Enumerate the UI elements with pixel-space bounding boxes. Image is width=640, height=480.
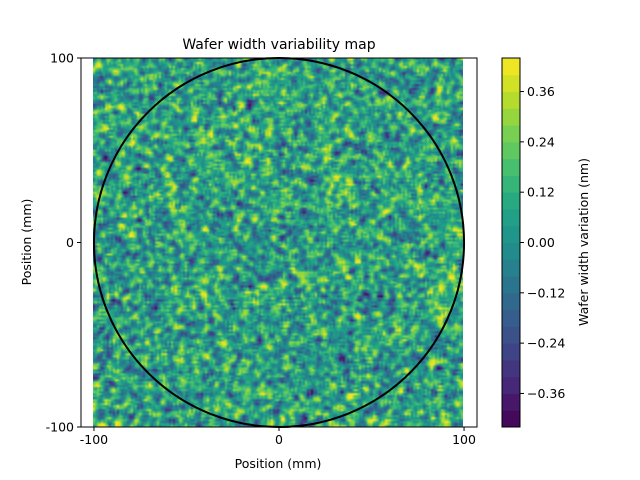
colorbar-tick-label: 0.36 — [527, 84, 555, 99]
colorbar-level — [502, 208, 520, 227]
colorbar-tick-label: 0.12 — [527, 185, 555, 200]
colorbar-level — [502, 393, 520, 411]
colorbar-level — [502, 343, 520, 361]
colorbar-level — [502, 309, 520, 327]
colorbar-tick-label: −0.24 — [527, 336, 565, 351]
colorbar-level — [502, 292, 520, 311]
colorbar-level — [502, 91, 520, 109]
colorbar-tick-label: −0.12 — [527, 285, 565, 300]
y-tick-label: 100 — [50, 51, 74, 66]
colorbar-level — [502, 125, 520, 143]
colorbar-tick-label: 0.24 — [527, 134, 555, 149]
colorbar-level — [502, 326, 520, 344]
colorbar-level — [502, 259, 520, 277]
wafer-outline-circle — [92, 57, 466, 428]
colorbar-label: Wafer width variation (nm) — [576, 158, 591, 326]
colorbar-level — [502, 242, 520, 260]
colorbar-level — [502, 108, 520, 126]
colorbar-level — [502, 225, 520, 243]
y-tick-label: 0 — [66, 235, 74, 250]
colorbar-level — [502, 192, 520, 210]
colorbar-level — [502, 376, 520, 394]
x-axis-label: Position (mm) — [235, 456, 322, 471]
heatmap-field — [93, 58, 463, 427]
x-tick-label: 0 — [275, 432, 283, 447]
y-tick-label: -100 — [46, 420, 74, 435]
chart-title: Wafer width variability map — [182, 37, 375, 53]
colorbar-level — [502, 158, 520, 176]
colorbar: −0.36 −0.24 −0.12 0.00 0.12 0.24 0.36 — [501, 57, 565, 428]
colorbar-level — [502, 175, 520, 193]
colorbar-level — [502, 359, 520, 378]
axes-frame — [80, 57, 478, 428]
y-axis-label: Position (mm) — [19, 199, 34, 286]
colorbar-tick-label: 0.00 — [527, 235, 555, 250]
colorbar-level — [502, 276, 520, 294]
colorbar-level — [502, 74, 520, 93]
colorbar-tick-label: −0.36 — [527, 386, 565, 401]
colorbar-level — [502, 410, 520, 428]
x-tick-label: 100 — [452, 432, 476, 447]
colorbar-level — [502, 141, 520, 160]
colorbar-level — [502, 58, 520, 76]
x-tick-label: -100 — [80, 432, 108, 447]
main-axes: -100 0 100 -100 0 100 — [46, 51, 478, 447]
